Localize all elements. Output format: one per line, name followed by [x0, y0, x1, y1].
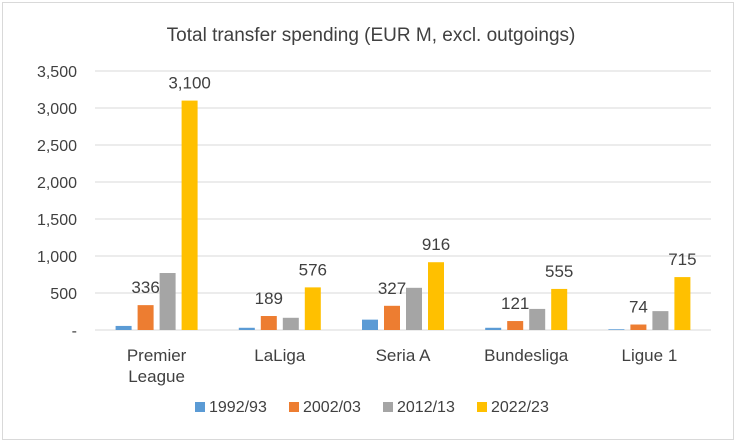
y-tick-label: 2,000 [37, 175, 77, 192]
bar [304, 287, 321, 330]
bar-chart: Total transfer spending (EUR M, excl. ou… [37, 25, 711, 416]
legend-label: 2012/13 [397, 399, 455, 416]
data-label: 3,100 [168, 74, 211, 93]
bar [529, 308, 546, 330]
category-label: Bundesliga [484, 346, 569, 365]
bars [115, 100, 691, 330]
bar [362, 319, 378, 330]
gridlines [95, 70, 711, 331]
legend-item: 2012/13 [383, 399, 455, 416]
category-label: LaLiga [254, 346, 306, 365]
y-tick-label: 1,000 [37, 249, 77, 266]
y-tick-label: 1,500 [37, 212, 77, 229]
legend-label: 1992/93 [209, 399, 267, 416]
category-label: Premier League [127, 346, 187, 386]
legend-label: 2002/03 [303, 399, 361, 416]
legend-item: 1992/93 [195, 399, 267, 416]
legend-swatch [383, 402, 393, 412]
legend-item: 2022/23 [477, 399, 549, 416]
bar [159, 273, 176, 330]
chart-frame: Total transfer spending (EUR M, excl. ou… [2, 2, 734, 440]
data-label: 576 [299, 260, 327, 279]
y-tick-label: 3,500 [37, 64, 77, 81]
category-label: Ligue 1 [622, 346, 678, 365]
bar [674, 277, 691, 330]
data-label: 189 [255, 289, 283, 308]
bar [630, 324, 647, 330]
legend-item: 2002/03 [289, 399, 361, 416]
bar [551, 288, 568, 330]
legend-swatch [289, 402, 299, 412]
chart-title: Total transfer spending (EUR M, excl. ou… [167, 25, 576, 46]
data-label: 916 [422, 235, 450, 254]
data-label: 715 [668, 250, 696, 269]
bar [137, 305, 154, 330]
category-label: Seria A [376, 346, 431, 365]
bar [181, 100, 198, 330]
legend-swatch [477, 402, 487, 412]
data-label: 327 [378, 279, 406, 298]
bar [428, 262, 444, 330]
y-tick-label: 500 [50, 286, 77, 303]
y-axis-ticks: - 500 1,000 1,500 2,000 2,500 3,000 3,500 [37, 64, 77, 340]
legend-label: 2022/23 [491, 399, 549, 416]
category-labels: Premier League LaLiga Seria A Bundesliga Ligu… [127, 346, 677, 386]
bar [238, 327, 255, 330]
data-labels: 336 3,100 189 576 327 916 121 555 74 715 [131, 74, 696, 317]
data-label: 555 [545, 262, 573, 281]
bar [115, 325, 132, 330]
bar [652, 311, 669, 330]
legend-swatch [195, 402, 205, 412]
bar [260, 316, 277, 330]
bar [384, 305, 400, 330]
y-tick-label: 3,000 [37, 101, 77, 118]
data-label: 74 [629, 298, 648, 317]
bar [406, 287, 422, 330]
bar [507, 321, 524, 330]
bar [282, 317, 299, 330]
bar [485, 327, 502, 330]
y-tick-label: - [72, 323, 77, 340]
legend: 1992/93 2002/03 2012/13 2022/23 [195, 399, 549, 416]
bar [608, 329, 625, 330]
y-tick-label: 2,500 [37, 138, 77, 155]
data-label: 121 [501, 294, 529, 313]
data-label: 336 [131, 278, 159, 297]
